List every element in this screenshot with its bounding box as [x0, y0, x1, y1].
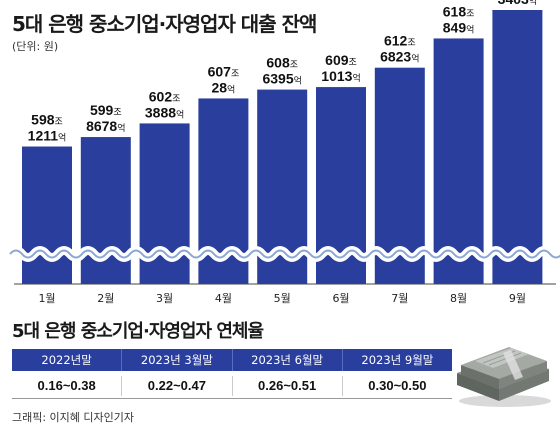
- period-cell: 2022년말: [12, 349, 123, 371]
- period-cell: 2023년 9월말: [361, 353, 434, 367]
- x-tick-label: 9월: [509, 292, 526, 305]
- delinquency-value-row: 0.16~0.38 0.22~0.47 0.26~0.51 0.30~0.50: [12, 374, 452, 399]
- bar-value-hundred-million: 8678억: [86, 118, 125, 134]
- delinquency-title: 5대 은행 중소기업·자영업자 연체율: [12, 321, 264, 342]
- x-tick-label: 4월: [215, 292, 232, 305]
- bar-value-trillion: 618조: [443, 3, 475, 19]
- bar: [433, 38, 484, 284]
- period-cell: 2023년 3월말: [122, 349, 233, 371]
- bar-value-trillion: 608조: [266, 55, 298, 71]
- rate-cell: 0.30~0.50: [368, 378, 427, 393]
- bar-value-hundred-million: 28억: [211, 79, 235, 95]
- delinquency-header-row: 2022년말 2023년 3월말 2023년 6월말 2023년 9월말: [12, 349, 452, 371]
- bar-value-trillion: 612조: [384, 33, 416, 49]
- rate-cell: 0.22~0.47: [122, 376, 233, 396]
- bar-value-hundred-million: 1211억: [28, 128, 67, 144]
- rate-cell: 0.16~0.38: [12, 376, 123, 396]
- bar-value-hundred-million: 6823억: [380, 49, 419, 65]
- bar-value-trillion: 602조: [149, 88, 181, 104]
- x-tick-label: 5월: [274, 292, 291, 305]
- bar-value-hundred-million: 6395억: [262, 71, 301, 87]
- credit-text: 그래픽: 이지혜 디자인기자: [12, 411, 135, 424]
- cash-stack-icon: [457, 347, 551, 407]
- x-tick-label: 8월: [450, 292, 467, 305]
- bar: [492, 10, 543, 284]
- x-tick-label: 1월: [38, 292, 55, 305]
- bar-value-hundred-million: 3888억: [145, 104, 184, 120]
- bar-value-trillion: 609조: [325, 52, 357, 68]
- bar-value-trillion: 599조: [90, 102, 122, 118]
- unit-label: (단위: 원): [12, 40, 59, 53]
- bar-value-hundred-million: 3403억: [498, 0, 537, 7]
- bar-value-trillion: 607조: [208, 63, 240, 79]
- chart-title: 5대 은행 중소기업·자영업자 대출 잔액: [12, 12, 317, 36]
- bar: [22, 146, 72, 284]
- x-tick-label: 2월: [97, 292, 114, 305]
- x-tick-label: 3월: [156, 292, 173, 305]
- bar-value-trillion: 598조: [31, 112, 63, 128]
- axis-break-wave: [9, 249, 560, 259]
- period-cell: 2023년 6월말: [233, 349, 343, 371]
- bar-value-hundred-million: 1013억: [321, 68, 360, 84]
- bar-value-hundred-million: 849억: [443, 19, 475, 35]
- x-tick-label: 6월: [332, 292, 349, 305]
- rate-cell: 0.26~0.51: [233, 376, 343, 396]
- x-tick-label: 7월: [391, 292, 408, 305]
